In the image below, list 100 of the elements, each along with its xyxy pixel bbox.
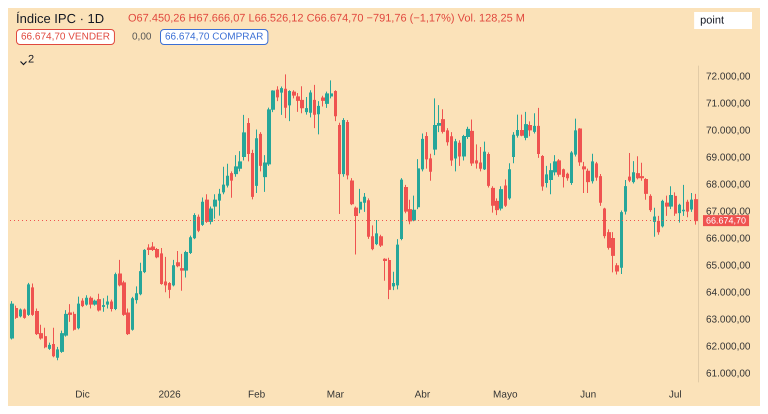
candlestick [412,195,416,222]
candlestick [624,179,627,216]
candlestick [371,224,374,251]
candlestick [313,84,316,129]
candlestick [690,192,693,212]
candlestick [89,296,93,310]
candlestick [317,100,320,135]
candlestick [23,308,26,320]
candlestick [483,141,486,170]
candlestick [321,95,325,108]
candlestick [114,272,117,311]
candlestick [611,232,615,273]
candlestick [276,86,279,102]
candlestick [97,293,101,312]
y-tick-label: 64.000,00 [706,287,751,298]
candlestick [309,90,312,118]
candlestick [300,86,304,114]
candlestick [93,299,97,306]
candlestick [686,199,689,218]
candlestick [81,298,84,308]
x-tick-label: Feb [248,390,266,400]
candlestick [334,90,337,122]
candlestick [52,327,55,358]
y-tick-label: 67.000,00 [706,206,751,218]
candlestick [433,98,437,156]
candlestick [10,300,14,340]
x-tick-label: Abr [414,390,431,400]
candlestick [19,308,22,318]
text: 66.674,70 COMPRAR [165,32,264,42]
candlestick [375,219,378,246]
candlestick [77,296,80,330]
y-tick-label: 63.000,00 [706,314,751,326]
candlestick [628,152,631,183]
candlestick [632,160,635,184]
candlestick [342,118,345,178]
candlestick [346,120,349,180]
candlestick [359,188,362,214]
candlestick [350,178,354,206]
y-tick-label: 68.000,00 [706,179,751,190]
candlestick [27,282,30,316]
x-tick-label: 2026 [158,390,182,400]
candlestick [379,234,383,248]
candlestick [242,114,246,162]
candlestick [338,122,341,215]
candlestick [363,192,366,212]
text: 2 [28,54,34,66]
candlestick [487,152,490,188]
candlestick [234,154,238,178]
x-tick-label: Jun [580,390,596,400]
candlestick [479,146,482,172]
candlestick [180,253,184,292]
candlestick [288,90,291,122]
candlestick [591,153,594,184]
candlestick [222,166,225,195]
candlestick [450,132,453,166]
candlestick [280,86,283,116]
candlestick [661,199,664,228]
candlestick [508,162,511,200]
candlestick [172,259,175,287]
candlestick [110,299,113,312]
candlestick [504,178,507,208]
y-tick-label: 62.000,00 [706,341,751,352]
y-tick-label: 66.000,00 [706,233,751,244]
y-tick-label: 71.000,00 [706,98,751,110]
x-tick-label: Mayo [493,390,518,400]
candlestick [620,210,623,274]
y-tick-label: 61.000,00 [706,368,751,380]
candlestick [533,112,536,134]
candlestick [48,342,51,350]
candlestick [147,244,151,256]
candlestick [454,138,457,172]
y-tick-label: 70.000,00 [706,125,751,136]
candlestick [102,298,105,312]
candlestick [636,156,640,180]
candlestick [255,128,258,194]
candlestick [85,294,88,306]
candlestick [537,107,540,158]
candlestick [674,192,677,216]
y-tick-label: 72.000,00 [706,71,751,82]
chart-title: Índice IPC · 1D [16,11,104,26]
candlestick [653,207,656,238]
candlestick [106,295,109,310]
candlestick [259,132,262,172]
candlestick [528,120,532,137]
candlestick [665,195,669,216]
candlestick [458,140,461,166]
candlestick [669,186,673,210]
candlestick [524,111,528,141]
candlestick [491,186,495,214]
candlestick [201,197,204,226]
candlestick [400,178,403,241]
text: point [700,14,724,26]
candlestick [649,194,652,212]
text: 66.674,70 VENDER [21,32,110,42]
x-tick-label: Mar [326,390,345,400]
text: 0,00 [132,32,152,42]
text: O67.450,26 H67.666,07 L66.526,12 C66.674,70 −791,76 (−1,17%) Vol. 128,25 M [128,12,525,24]
y-tick-label: 65.000,00 [706,260,751,272]
ref-line-label: 66.674,70 [706,216,746,226]
candlestick [470,118,474,166]
